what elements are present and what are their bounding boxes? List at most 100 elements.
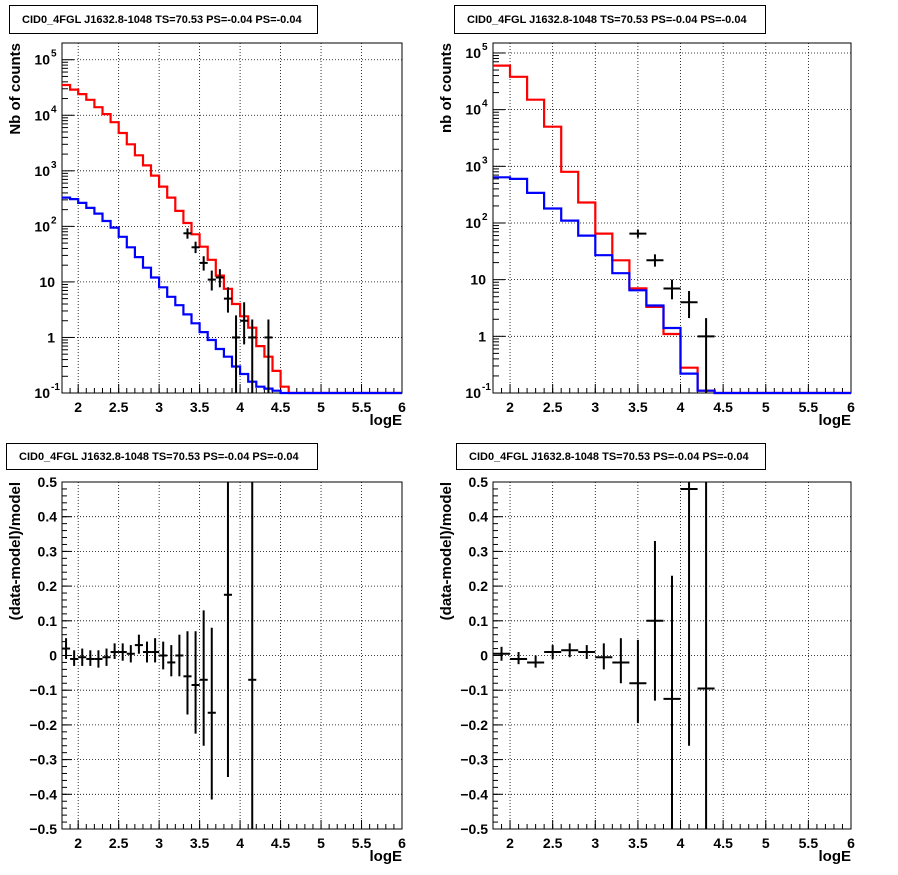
x-tick-label: 5 — [762, 835, 770, 851]
x-tick-label: 3 — [155, 399, 163, 415]
x-tick-label: 5 — [317, 835, 325, 851]
y-tick-exponent: 5 — [482, 42, 488, 53]
y-tick-label: −0.2 — [460, 717, 488, 733]
y-tick-label: 10 — [465, 102, 481, 118]
y-tick-exponent: 4 — [51, 104, 57, 115]
x-tick-label: 4.5 — [271, 399, 291, 415]
y-tick-label: 10 — [34, 218, 50, 234]
x-tick-label: 2.5 — [543, 399, 563, 415]
panel-top-left: 10 -110 210 310 410 5 — [34, 42, 403, 401]
y-tick-label: 0.4 — [38, 509, 58, 525]
y-tick-label: 0.1 — [38, 613, 58, 629]
y-tick-label: −0.1 — [460, 682, 488, 698]
y-tick-label: 0.2 — [469, 578, 489, 594]
y-tick-label: −0.5 — [460, 821, 488, 837]
plot-frame — [61, 42, 403, 394]
panel-bottom-left — [61, 481, 403, 830]
y-tick-label: −0.5 — [29, 821, 57, 837]
panel-title-bottom-right-text: CID0_4FGL J1632.8-1048 TS=70.53 PS=-0.04… — [469, 450, 749, 463]
y-tick-label: 10 — [34, 385, 50, 401]
x-tick-label: 5.5 — [352, 835, 372, 851]
y-axis-title: (data-model)/model — [438, 482, 455, 620]
y-tick-exponent: 2 — [51, 215, 57, 226]
y-tick-label: 10 — [465, 385, 481, 401]
y-tick-exponent: -1 — [51, 382, 60, 393]
y-tick-label: 10 — [465, 158, 481, 174]
y-tick-label: 1 — [478, 328, 486, 344]
y-tick-label: 10 — [465, 45, 481, 61]
y-tick-exponent: 5 — [51, 49, 57, 60]
x-tick-label: 4.5 — [713, 835, 733, 851]
x-tick-label: 6 — [847, 399, 855, 415]
series-model_component-line — [62, 196, 402, 395]
y-tick-label: 0.5 — [469, 474, 489, 490]
x-tick-label: 5.5 — [799, 835, 819, 851]
x-tick-label: 4 — [236, 399, 244, 415]
x-axis-title: logE — [819, 848, 852, 865]
y-tick-exponent: 4 — [482, 99, 488, 110]
y-axis-title: Nb of counts — [7, 43, 24, 135]
y-tick-exponent: -1 — [482, 382, 491, 393]
y-tick-label: 10 — [465, 215, 481, 231]
x-tick-label: 2 — [74, 399, 82, 415]
x-tick-label: 4 — [236, 835, 244, 851]
x-tick-label: 6 — [398, 399, 406, 415]
y-axis-title: (data-model)/model — [7, 482, 24, 620]
x-tick-label: 6 — [847, 835, 855, 851]
y-tick-label: 1 — [47, 329, 55, 345]
x-tick-label: 5.5 — [799, 399, 819, 415]
y-tick-label: −0.1 — [29, 682, 57, 698]
y-tick-label: 10 — [34, 52, 50, 68]
x-tick-label: 2.5 — [543, 835, 563, 851]
y-tick-exponent: 3 — [51, 160, 57, 171]
x-tick-label: 3.5 — [190, 399, 210, 415]
x-tick-label: 3.5 — [190, 835, 210, 851]
x-tick-label: 5 — [317, 399, 325, 415]
x-tick-label: 2.5 — [109, 835, 129, 851]
y-tick-label: 0.5 — [38, 474, 58, 490]
x-tick-label: 2 — [506, 835, 514, 851]
x-tick-label: 2.5 — [109, 399, 129, 415]
panel-title-bottom-right: CID0_4FGL J1632.8-1048 TS=70.53 PS=-0.04… — [456, 443, 766, 470]
panel-top-right: 10 -110 210 310 410 5 — [465, 42, 852, 401]
x-axis-title: logE — [370, 848, 403, 865]
x-tick-label: 3.5 — [628, 399, 648, 415]
x-tick-label: 3 — [591, 399, 599, 415]
y-tick-label: −0.3 — [29, 752, 57, 768]
panel-bottom-right — [492, 481, 852, 830]
y-tick-label: 0 — [480, 648, 488, 664]
x-tick-label: 2 — [74, 835, 82, 851]
y-tick-label: 10 — [34, 163, 50, 179]
x-tick-label: 4.5 — [271, 835, 291, 851]
series-model_total-line — [62, 83, 402, 395]
y-tick-label: −0.4 — [460, 786, 488, 802]
y-tick-label: 0.2 — [38, 578, 58, 594]
y-tick-label: 10 — [34, 107, 50, 123]
panel-title-bottom-left-text: CID0_4FGL J1632.8-1048 TS=70.53 PS=-0.04… — [19, 450, 299, 463]
x-tick-label: 3 — [155, 835, 163, 851]
x-tick-label: 4.5 — [713, 399, 733, 415]
y-tick-label: 0 — [49, 648, 57, 664]
y-tick-label: 0.4 — [469, 509, 489, 525]
y-tick-label: −0.4 — [29, 786, 57, 802]
series-model_component-line — [493, 176, 851, 395]
panel-title-top-left-text: CID0_4FGL J1632.8-1048 TS=70.53 PS=-0.04… — [22, 13, 302, 26]
y-tick-exponent: 3 — [482, 155, 488, 166]
x-tick-label: 2 — [506, 399, 514, 415]
y-tick-label: 10 — [39, 274, 55, 290]
x-axis-title: logE — [819, 412, 852, 429]
series-model_total-line — [493, 64, 851, 395]
y-tick-exponent: 2 — [482, 212, 488, 223]
y-tick-label: −0.2 — [29, 717, 57, 733]
y-axis-title: nb of counts — [438, 43, 455, 133]
panel-title-top-right: CID0_4FGL J1632.8-1048 TS=70.53 PS=-0.04… — [454, 5, 766, 34]
x-tick-label: 4 — [677, 835, 685, 851]
x-tick-label: 5.5 — [352, 399, 372, 415]
panel-title-top-left: CID0_4FGL J1632.8-1048 TS=70.53 PS=-0.04… — [9, 5, 318, 34]
panel-title-bottom-left: CID0_4FGL J1632.8-1048 TS=70.53 PS=-0.04… — [6, 443, 318, 470]
panel-title-top-right-text: CID0_4FGL J1632.8-1048 TS=70.53 PS=-0.04… — [467, 13, 747, 26]
x-tick-label: 6 — [398, 835, 406, 851]
x-axis-title: logE — [370, 412, 403, 429]
